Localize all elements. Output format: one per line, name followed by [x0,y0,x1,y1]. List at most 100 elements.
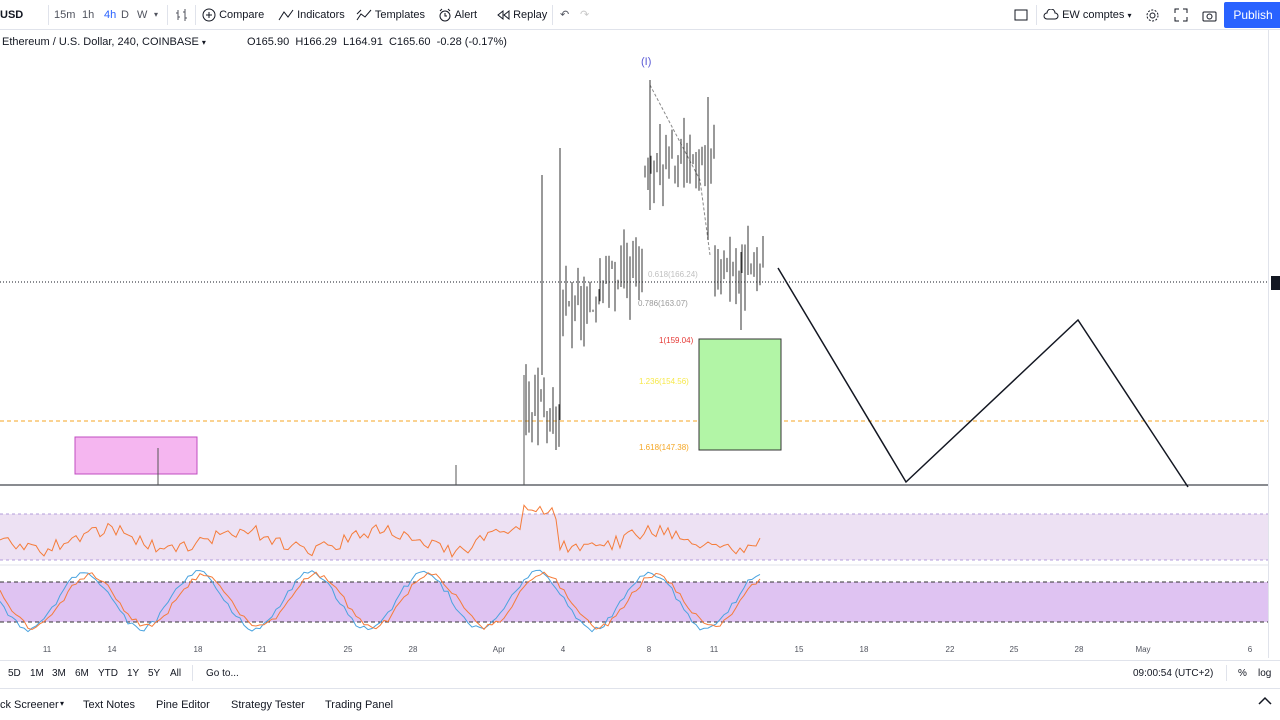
ohlc-high: H166.29 [295,36,337,48]
time-axis-label: 22 [945,645,955,654]
fib-level-0618: 0.618(166.24) [648,270,698,279]
fib-label: 1.236(154.56) [639,377,689,386]
replay-icon [497,10,510,21]
goto-button[interactable]: Go to... [206,668,239,679]
time-axis-label: Apr [492,645,506,654]
ohlc-close: C165.60 [388,36,431,48]
rsi-line [0,504,761,558]
interval-w[interactable]: W [137,9,148,21]
time-axis-label: 6 [1247,645,1253,654]
stoch-series[interactable] [0,569,761,633]
interval-dropdown-icon[interactable]: ▾ [154,10,159,19]
range-1y[interactable]: 1Y [127,668,140,679]
range-divider [192,665,193,681]
range-all[interactable]: All [170,668,182,679]
settings-gear-icon[interactable] [1145,0,1160,30]
interval-1h[interactable]: 1h [82,9,95,21]
templates-icon [356,9,372,21]
range-divider [1226,665,1227,681]
fib-connector [649,84,711,256]
chevron-down-icon[interactable]: ▾ [60,699,65,708]
chart-area[interactable]: (I) [0,30,1268,658]
clock-display[interactable]: 09:00:54 (UTC+2) [1133,668,1214,679]
tab-trading-panel[interactable]: Trading Panel [325,699,394,711]
range-bar: 5D 1M 3M 6M YTD 1Y 5Y All Go to... 09:00… [0,660,1280,686]
range-1m[interactable]: 1M [30,668,44,679]
templates-button[interactable]: Templates [356,0,425,30]
time-axis-label: 25 [1009,645,1019,654]
pair-label: Ethereum / U.S. Dollar, 240, COINBASE [2,36,199,48]
price-scale[interactable] [1268,30,1280,658]
top-toolbar: USD 15m 1h 4h D W ▾ Compare Indicators T… [0,0,1280,30]
time-axis[interactable]: 11 14 18 21 25 28 Apr 4 8 11 15 18 22 25 28 May 6 [0,642,1268,658]
alert-button[interactable]: Alert [438,0,477,30]
time-axis-label: 14 [107,645,117,654]
log-toggle[interactable]: log [1258,668,1272,679]
rsi-series[interactable] [0,504,761,558]
time-axis-label: 28 [1074,645,1084,654]
chevron-down-icon: ▾ [1127,11,1132,20]
fib-level-1618: 1.618(147.38) [639,443,689,452]
time-axis-label: 11 [42,645,52,654]
pink-zone-box[interactable] [74,436,198,475]
symbol-legend[interactable]: Ethereum / U.S. Dollar, 240, COINBASE ▾ [2,36,206,48]
stoch-band [0,582,1268,622]
time-axis-label: 11 [709,645,719,654]
stoch-d-line [0,571,761,631]
compare-button[interactable]: Compare [202,0,264,30]
percent-toggle[interactable]: % [1238,668,1247,679]
redo-icon[interactable]: ↷ [580,9,590,21]
bar-style-icon[interactable] [175,0,189,30]
time-axis-label: 21 [257,645,267,654]
range-5y[interactable]: 5Y [148,668,161,679]
indicators-icon [278,9,294,21]
interval-15m[interactable]: 15m [54,9,76,21]
wave-label: (I) [641,56,652,68]
toolbar-divider [195,5,196,25]
templates-label: Templates [374,9,425,21]
toolbar-divider [552,5,553,25]
range-3m[interactable]: 3M [52,668,66,679]
alert-label: Alert [454,9,478,21]
fib-label: 0.618(166.24) [648,270,698,279]
time-axis-label: 8 [646,645,652,654]
indicators-button[interactable]: Indicators [278,0,345,30]
interval-4h[interactable]: 4h [104,9,117,21]
stoch-k-line [0,569,761,633]
range-6m[interactable]: 6M [75,668,89,679]
fullscreen-square-icon[interactable] [1014,0,1028,30]
range-ytd[interactable]: YTD [98,668,118,679]
projected-wave-path[interactable] [777,267,1189,488]
undo-icon[interactable]: ↶ [560,9,570,21]
publish-button[interactable]: Publish [1224,2,1280,28]
time-axis-label: 18 [193,645,203,654]
symbol-label[interactable]: USD [0,9,24,21]
tab-text-notes[interactable]: Text Notes [83,699,135,711]
tab-strategy-tester[interactable]: Strategy Tester [231,699,305,711]
ohlc-open: O165.90 [247,36,290,48]
range-5d[interactable]: 5D [8,668,21,679]
candlestick-series[interactable] [525,80,764,450]
chevron-up-icon[interactable] [1258,696,1272,709]
replay-button[interactable]: Replay [496,0,547,30]
time-axis-label: May [1135,645,1151,654]
toolbar-divider [1036,5,1037,25]
camera-icon[interactable] [1202,0,1217,30]
toolbar-divider [167,5,168,25]
fib-level-0786: 0.786(163.07) [638,299,688,308]
indicators-label: Indicators [297,9,345,21]
tab-pine-editor[interactable]: Pine Editor [156,699,210,711]
rsi-band [0,514,1268,560]
chevron-down-icon[interactable]: ▾ [201,38,206,47]
fib-label: 1.618(147.38) [639,443,689,452]
fullscreen-icon[interactable] [1174,0,1188,30]
layout-menu[interactable]: EW comptes ▾ [1043,0,1132,30]
interval-d[interactable]: D [121,9,129,21]
tab-stock-screener[interactable]: ck Screener [0,699,59,711]
price-marker [1271,276,1280,290]
time-axis-label: 25 [343,645,353,654]
layout-name: EW comptes [1062,9,1125,21]
green-zone-box[interactable] [698,338,782,451]
replay-label: Replay [513,9,548,21]
chart-canvas[interactable] [0,30,1268,658]
